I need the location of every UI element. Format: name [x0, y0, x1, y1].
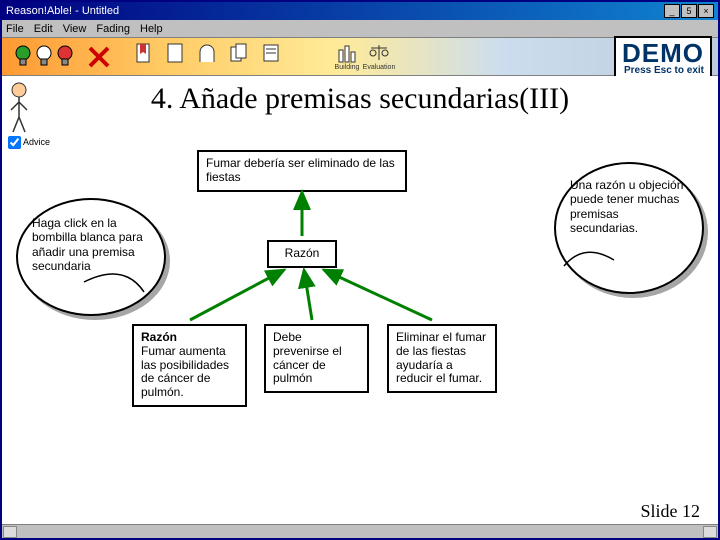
toolbar: Building Evaluation DEMO Press Esc to ex… — [2, 38, 718, 76]
box-razon-text: Razón — [285, 246, 320, 260]
window-title: Reason!Able! - Untitled — [6, 5, 119, 17]
box-main-text: Fumar debería ser eliminado de las fiest… — [206, 156, 395, 184]
menu-edit[interactable]: Edit — [34, 23, 53, 35]
scroll-right-btn[interactable] — [703, 526, 717, 538]
thinker-icon — [4, 80, 34, 140]
callout-left-text: Haga click en la bombilla blanca para añ… — [32, 216, 143, 273]
building-label: Building — [335, 64, 360, 71]
bulb-white-icon[interactable] — [35, 45, 53, 69]
menu-view[interactable]: View — [63, 23, 87, 35]
bookmark-icon[interactable] — [130, 42, 156, 72]
menu-file[interactable]: File — [6, 23, 24, 35]
diagram-area: Haga click en la bombilla blanca para añ… — [2, 136, 718, 524]
scrollbar-bottom[interactable] — [2, 524, 718, 538]
slide-number: Slide 12 — [640, 501, 700, 522]
box-3: Eliminar el fumar de las fiestas ayudarí… — [387, 324, 497, 393]
box-3-text: Eliminar el fumar de las fiestas ayudarí… — [396, 330, 486, 385]
box-1-text: Fumar aumenta las posibilidades de cánce… — [141, 344, 229, 399]
menu-help[interactable]: Help — [140, 23, 163, 35]
demo-sub: Press Esc to exit — [622, 65, 704, 76]
callout-right-text: Una razón u objeción puede tener muchas … — [570, 178, 683, 235]
close-button[interactable]: × — [698, 4, 714, 18]
maximize-button[interactable]: 5 — [681, 4, 697, 18]
copy-icon[interactable] — [226, 42, 252, 72]
content-area: 4. Añade premisas secundarias(III) Advic… — [2, 76, 718, 524]
menu-fading[interactable]: Fading — [96, 23, 130, 35]
tool-icon-row — [130, 42, 284, 72]
box-1-title: Razón — [141, 330, 177, 344]
callout-left: Haga click en la bombilla blanca para añ… — [16, 198, 166, 316]
page-title: 4. Añade premisas secundarias(III) — [2, 82, 718, 116]
box-2: Debe prevenirse el cáncer de pulmón — [264, 324, 369, 393]
bulb-group — [14, 45, 74, 69]
bulb-green-icon[interactable] — [14, 45, 32, 69]
delete-x-icon[interactable] — [86, 44, 112, 70]
box-razon: Razón — [267, 240, 337, 268]
titlebar: Reason!Able! - Untitled _ 5 × — [2, 2, 718, 20]
arch-icon[interactable] — [194, 42, 220, 72]
scroll-left-btn[interactable] — [3, 526, 17, 538]
note-icon[interactable] — [258, 42, 284, 72]
building-icon[interactable]: Building — [334, 42, 360, 72]
evaluation-icon[interactable]: Evaluation — [366, 42, 392, 72]
page-icon[interactable] — [162, 42, 188, 72]
evaluation-label: Evaluation — [363, 64, 396, 71]
box-2-text: Debe prevenirse el cáncer de pulmón — [273, 330, 342, 385]
menubar: File Edit View Fading Help — [2, 20, 718, 38]
bulb-red-icon[interactable] — [56, 45, 74, 69]
box-main: Fumar debería ser eliminado de las fiest… — [197, 150, 407, 192]
tool-icon-row2: Building Evaluation — [334, 42, 392, 72]
demo-badge: DEMO Press Esc to exit — [614, 36, 712, 80]
callout-right: Una razón u objeción puede tener muchas … — [554, 162, 704, 294]
minimize-button[interactable]: _ — [664, 4, 680, 18]
box-1: Razón Fumar aumenta las posibilidades de… — [132, 324, 247, 407]
